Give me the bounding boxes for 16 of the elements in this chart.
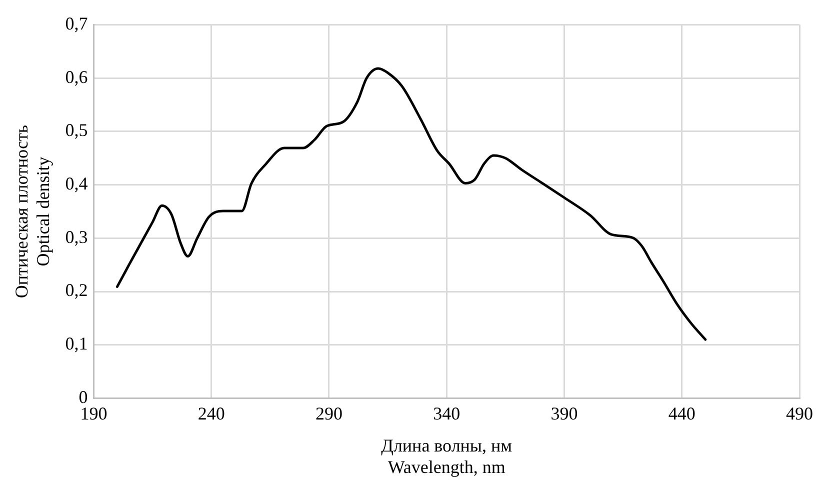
x-tick-label: 340 bbox=[433, 404, 460, 424]
x-tick-label: 290 bbox=[315, 404, 342, 424]
x-tick-label: 490 bbox=[786, 404, 813, 424]
y-tick-label: 0,3 bbox=[65, 226, 88, 247]
x-tick-label: 440 bbox=[668, 404, 696, 424]
y-tick-label: 0,4 bbox=[65, 174, 88, 194]
y-axis-title: Оптическая плотность Optical density bbox=[12, 124, 54, 298]
x-axis-title: Длина волны, нм Wavelength, nm bbox=[381, 435, 512, 477]
line-series bbox=[116, 67, 707, 341]
x-tick-label: 240 bbox=[198, 404, 225, 424]
y-tick-label: 0,5 bbox=[65, 120, 88, 140]
y-tick-label: 0,1 bbox=[65, 334, 88, 354]
x-tick-label: 390 bbox=[550, 404, 578, 424]
y-tick-label: 0,2 bbox=[65, 280, 88, 300]
y-tick-label: 0,6 bbox=[65, 66, 88, 87]
y-tick-label: 0,7 bbox=[65, 14, 88, 34]
